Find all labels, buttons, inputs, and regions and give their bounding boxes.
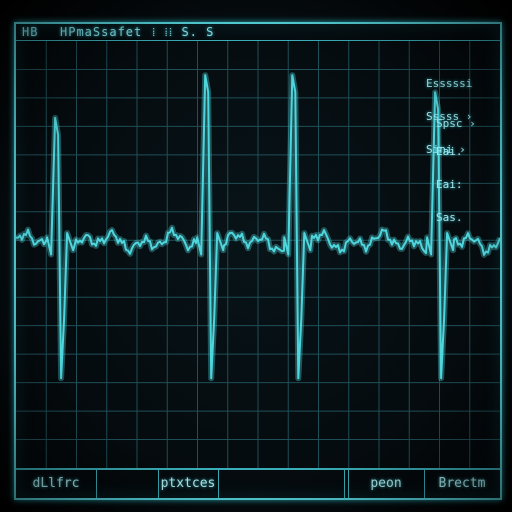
readout-group-c: Eai. Eai: Sas.	[436, 124, 463, 245]
footer-cell-mode[interactable]: dLlfrc	[16, 470, 97, 498]
monitor-title-suffix: ⁞ ⁞⁞ S. S	[152, 25, 215, 39]
monitor-title: HPmaSsafet	[60, 25, 143, 39]
footer-cell-brectm[interactable]: Brectm	[438, 476, 486, 491]
readout-line: Sas.	[436, 211, 463, 224]
readout-line: Esssssi	[426, 77, 473, 90]
footer-cell-empty[interactable]	[218, 470, 345, 498]
footer-cell-pitches[interactable]: ptxtces	[158, 470, 219, 498]
header-left-label: HB	[22, 25, 39, 39]
footer-bar: dLlfrc ptxtces peon Brectm	[16, 468, 500, 498]
monitor-screen: HB HPmaSsafet ⁞ ⁞⁞ S. S Esssssi Sssss › …	[14, 22, 502, 500]
readout-line: Eai.	[436, 145, 463, 158]
readout-line: Eai:	[436, 178, 463, 191]
footer-cell-empty[interactable]	[96, 470, 159, 498]
footer-cell-peon[interactable]: peon	[348, 470, 425, 498]
header-bar: HB HPmaSsafet ⁞ ⁞⁞ S. S	[16, 24, 500, 41]
